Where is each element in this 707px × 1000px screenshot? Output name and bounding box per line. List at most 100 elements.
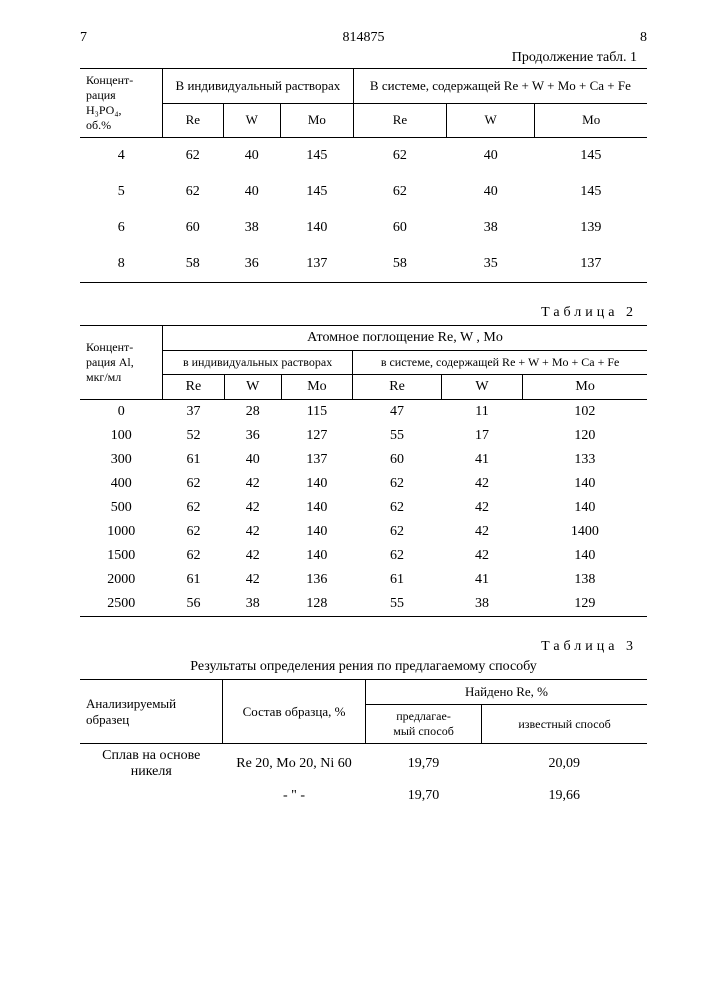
t2-cell: 500 [80, 496, 163, 520]
t2-cell: 42 [224, 496, 281, 520]
t2-cell: 62 [353, 544, 442, 568]
t3-comp1: Re 20, Mo 20, Ni 60 [223, 744, 366, 785]
t1-sub-2: Mo [280, 103, 353, 138]
t1-cell: 40 [447, 174, 535, 210]
t2-cell: 62 [163, 520, 225, 544]
page-num-right: 8 [640, 30, 647, 46]
t1-cell: 62 [353, 174, 446, 210]
t2-sub-5: Mo [523, 375, 647, 400]
t3-h-sample: Анализируемый образец [80, 680, 223, 744]
table2-caption: Таблица 2 [80, 305, 637, 321]
t1-sub-1: W [223, 103, 280, 138]
t2-cell: 40 [224, 448, 281, 472]
t3-h-found: Найдено Re, % [366, 680, 648, 705]
t2-cell: 42 [441, 472, 522, 496]
t2-cell: 136 [281, 568, 353, 592]
t2-cell: 61 [353, 568, 442, 592]
page-num-left: 7 [80, 30, 87, 46]
t2-cell: 37 [163, 400, 225, 425]
t2-sub-4: W [441, 375, 522, 400]
t2-cell: 62 [163, 472, 225, 496]
t2-cell: 38 [441, 592, 522, 617]
t2-cell: 42 [224, 520, 281, 544]
t1-cell: 38 [223, 210, 280, 246]
t1-sub-0: Re [163, 103, 224, 138]
t2-cell: 140 [281, 496, 353, 520]
t1-cell: 5 [80, 174, 163, 210]
t2-cell: 140 [523, 472, 647, 496]
t2-cell: 42 [224, 568, 281, 592]
t1-cell: 4 [80, 138, 163, 175]
t2-cell: 62 [163, 496, 225, 520]
t2-cell: 1000 [80, 520, 163, 544]
t2-cell: 127 [281, 424, 353, 448]
page-header: 7 814875 8 [80, 30, 647, 46]
t3-sample: Сплав на основе никеля [80, 744, 223, 785]
t2-cell: 133 [523, 448, 647, 472]
t1-cell: 40 [223, 174, 280, 210]
t2-cell: 102 [523, 400, 647, 425]
t1-sub-3: Re [353, 103, 446, 138]
t2-cell: 140 [281, 520, 353, 544]
t2-sub-3: Re [353, 375, 442, 400]
t2-cell: 138 [523, 568, 647, 592]
t1-sub-5: Mo [535, 103, 647, 138]
t1-cell: 140 [280, 210, 353, 246]
t1-cell: 145 [280, 174, 353, 210]
t2-cell: 60 [353, 448, 442, 472]
t2-cell: 42 [441, 520, 522, 544]
t1-cell: 145 [535, 138, 647, 175]
t2-cell: 55 [353, 424, 442, 448]
t2-cell: 2500 [80, 592, 163, 617]
t2-cell: 42 [441, 496, 522, 520]
t2-cell: 140 [281, 544, 353, 568]
t1-cell: 35 [447, 246, 535, 283]
t2-cell: 36 [224, 424, 281, 448]
t2-cell: 52 [163, 424, 225, 448]
t1-group-right: В системе, содержащей Re + W + Mo + Ca +… [353, 69, 647, 104]
t1-cell: 137 [280, 246, 353, 283]
table-3: Анализируемый образец Состав образца, % … [80, 679, 647, 808]
t1-cell: 38 [447, 210, 535, 246]
t2-cell: 62 [353, 520, 442, 544]
t1-cell: 62 [353, 138, 446, 175]
t1-group-left: В индивидуальный растворах [163, 69, 354, 104]
t2-cell: 62 [353, 496, 442, 520]
t2-cell: 41 [441, 448, 522, 472]
t2-cell: 300 [80, 448, 163, 472]
t2-cell: 17 [441, 424, 522, 448]
t2-cell: 400 [80, 472, 163, 496]
t3-sub1: предлагае- мый способ [366, 705, 482, 744]
t1-cell: 145 [280, 138, 353, 175]
t1-cell: 8 [80, 246, 163, 283]
t3-r1b: 20,09 [482, 744, 647, 785]
t2-group-left: в индивидуальных растворах [163, 351, 353, 375]
t3-r1a: 19,79 [366, 744, 482, 785]
t2-cell: 140 [281, 472, 353, 496]
t2-cell: 42 [224, 544, 281, 568]
t2-cell: 55 [353, 592, 442, 617]
t3-sub2: известный способ [482, 705, 647, 744]
t2-group-right: в системе, содержащей Re + W + Mo + Ca +… [353, 351, 647, 375]
t2-cell: 42 [441, 544, 522, 568]
t2-sub-0: Re [163, 375, 225, 400]
t2-cell: 62 [163, 544, 225, 568]
t2-cell: 128 [281, 592, 353, 617]
t2-cell: 0 [80, 400, 163, 425]
t1-cell: 137 [535, 246, 647, 283]
t1-cell: 60 [163, 210, 224, 246]
t2-cell: 137 [281, 448, 353, 472]
t2-topgroup: Атомное поглощение Re, W , Mo [163, 326, 648, 351]
t2-cell: 140 [523, 496, 647, 520]
t2-sub-1: W [224, 375, 281, 400]
t3-h-comp: Состав образца, % [223, 680, 366, 744]
continuation-label: Продолжение табл. 1 [80, 50, 637, 66]
t2-cell: 120 [523, 424, 647, 448]
t2-cell: 56 [163, 592, 225, 617]
t1-cell: 40 [223, 138, 280, 175]
t1-cell: 36 [223, 246, 280, 283]
t2-cell: 61 [163, 568, 225, 592]
t2-cell: 115 [281, 400, 353, 425]
t1-cell: 139 [535, 210, 647, 246]
table3-title: Результаты определения рения по предлага… [80, 659, 647, 675]
